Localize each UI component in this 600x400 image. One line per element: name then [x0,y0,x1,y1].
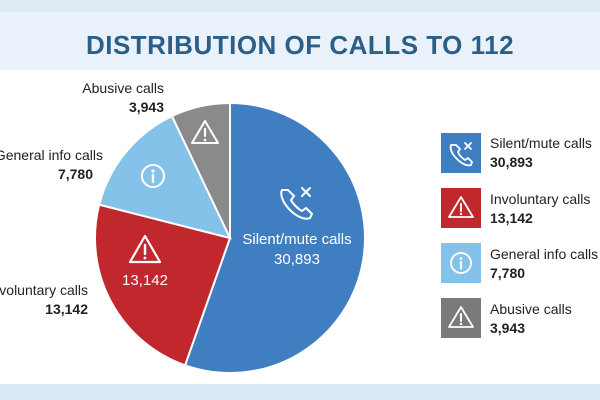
legend-item-silent: Silent/mute calls 30,893 [441,133,592,173]
silent-slice-value: 30,893 [274,251,320,268]
bottom-band [0,384,600,400]
callout-involuntary-label: Involuntary calls [0,282,88,298]
legend-item-involuntary: Involuntary calls 13,142 [441,188,590,228]
involuntary-slice-value: 13,142 [122,272,168,289]
legend-value-silent: 30,893 [490,154,533,170]
legend: Silent/mute calls 30,893 Involuntary cal… [441,133,598,338]
page-title: DISTRIBUTION OF CALLS TO 112 [85,30,515,60]
top-band [0,0,600,12]
header-band [0,12,600,70]
warning-icon [448,306,474,328]
legend-value-general: 7,780 [490,265,525,281]
pie-slice-involuntary-calls [94,203,232,367]
silent-slice-label: Silent/mute calls [242,231,351,248]
callout-general-label: General info calls [0,147,103,163]
abusive-slice-warning-icon [191,120,219,144]
general-slice-info-icon [141,164,165,188]
legend-item-general: General info calls 7,780 [441,243,598,283]
legend-label-abusive: Abusive calls [490,301,572,317]
phone-x-icon [449,142,474,167]
legend-label-general: General info calls [490,246,598,262]
pie-slices [94,101,366,374]
silent-slice-phone-x-icon [280,187,314,220]
legend-label-involuntary: Involuntary calls [490,191,590,207]
info-icon [450,252,472,274]
callout-general-value: 7,780 [58,166,93,182]
involuntary-slice-warning-icon [128,234,162,264]
pie-slice-abusive-calls [170,101,231,239]
legend-item-abusive: Abusive calls 3,943 [441,298,572,338]
callout-abusive-value: 3,943 [129,99,164,115]
warning-icon [448,196,474,218]
legend-swatch-silent [441,133,481,173]
legend-label-silent: Silent/mute calls [490,135,592,151]
legend-value-abusive: 3,943 [490,320,525,336]
legend-value-involuntary: 13,142 [490,210,533,226]
callout-abusive-label: Abusive calls [82,80,164,96]
callout-involuntary-value: 13,142 [45,301,88,317]
